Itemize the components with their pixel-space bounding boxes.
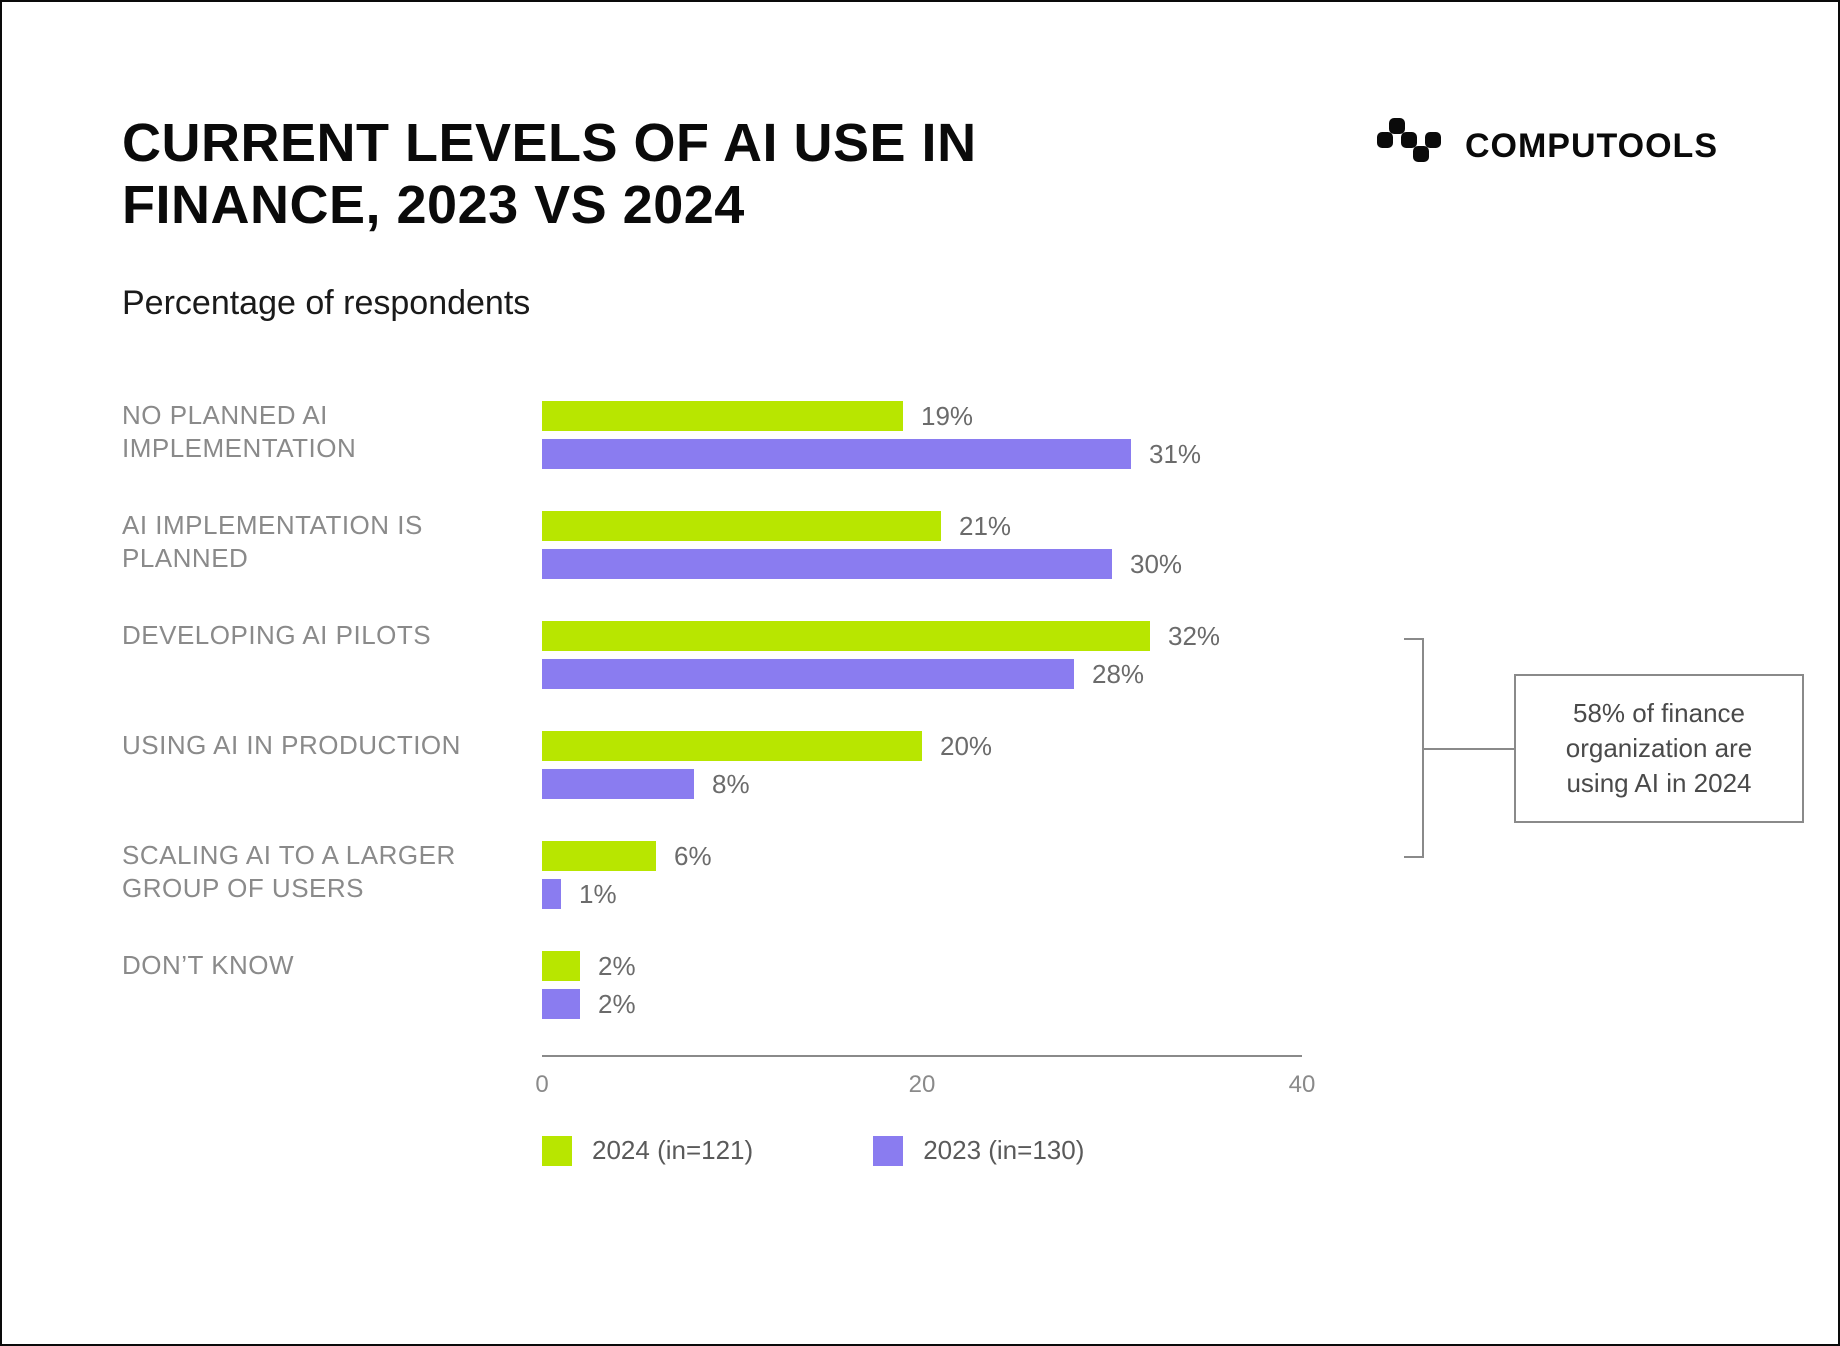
- bar-value: 8%: [712, 769, 750, 800]
- header: CURRENT LEVELS OF AI USE IN FINANCE, 202…: [122, 112, 1718, 236]
- bar-value: 19%: [921, 401, 973, 432]
- legend-swatch: [873, 1136, 903, 1166]
- bar: 19%: [542, 401, 1201, 431]
- bar-value: 30%: [1130, 549, 1182, 580]
- legend-swatch: [542, 1136, 572, 1166]
- callout-box: 58% of finance organization are using AI…: [1514, 674, 1804, 823]
- bar-rect: [542, 511, 941, 541]
- bar-rect: [542, 401, 903, 431]
- bar: 6%: [542, 841, 712, 871]
- category-label: DEVELOPING AI PILOTS: [122, 603, 542, 652]
- bar: 28%: [542, 659, 1220, 689]
- brand-logo: COMPUTOOLS: [1377, 118, 1718, 175]
- bar-value: 21%: [959, 511, 1011, 542]
- bar: 30%: [542, 549, 1182, 579]
- category-label: NO PLANNED AI IMPLEMENTATION: [122, 383, 542, 464]
- bar-rect: [542, 659, 1074, 689]
- bar-value: 2%: [598, 989, 636, 1020]
- chart-area: NO PLANNED AI IMPLEMENTATION AI IMPLEMENT…: [122, 383, 1718, 1166]
- bar-rect: [542, 769, 694, 799]
- brand-icon: [1377, 118, 1447, 175]
- brand-name: COMPUTOOLS: [1465, 127, 1718, 166]
- callout-connector: [1424, 748, 1514, 750]
- bar-rect: [542, 549, 1112, 579]
- bar-rect: [542, 841, 656, 871]
- legend-item: 2024 (in=121): [542, 1135, 753, 1166]
- bar: 2%: [542, 989, 636, 1019]
- x-tick: 20: [909, 1071, 936, 1099]
- legend: 2024 (in=121) 2023 (in=130): [542, 1135, 1302, 1166]
- legend-label: 2023 (in=130): [923, 1135, 1084, 1166]
- category-label: AI IMPLEMENTATION IS PLANNED: [122, 493, 542, 574]
- bar: 20%: [542, 731, 992, 761]
- bar: 8%: [542, 769, 992, 799]
- bar-group: 32% 28%: [542, 603, 1302, 713]
- bar: 32%: [542, 621, 1220, 651]
- category-label: USING AI IN PRODUCTION: [122, 713, 542, 762]
- bar-value: 1%: [579, 879, 617, 910]
- bar-value: 28%: [1092, 659, 1144, 690]
- bar-value: 2%: [598, 951, 636, 982]
- x-tick: 40: [1289, 1071, 1316, 1099]
- y-axis-labels: NO PLANNED AI IMPLEMENTATION AI IMPLEMENT…: [122, 383, 542, 1166]
- bar: 31%: [542, 439, 1201, 469]
- legend-label: 2024 (in=121): [592, 1135, 753, 1166]
- bar-rect: [542, 621, 1150, 651]
- bar-group: 2%2%: [542, 933, 1302, 1043]
- bar-group: 19% 31%: [542, 383, 1302, 493]
- chart-title: CURRENT LEVELS OF AI USE IN FINANCE, 202…: [122, 112, 1122, 236]
- bar: 2%: [542, 951, 636, 981]
- bar-group: 6% 1%: [542, 823, 1302, 933]
- chart-subtitle: Percentage of respondents: [122, 284, 1718, 323]
- bar-rect: [542, 439, 1131, 469]
- plot-area: 19%31%21%30%32%28%20%8%6%1%2%2%02040 202…: [542, 383, 1302, 1166]
- bar-rect: [542, 879, 561, 909]
- bar-group: 20% 8%: [542, 713, 1302, 823]
- bar-rect: [542, 951, 580, 981]
- bar-value: 31%: [1149, 439, 1201, 470]
- bar: 1%: [542, 879, 712, 909]
- bar: 21%: [542, 511, 1182, 541]
- bar-value: 20%: [940, 731, 992, 762]
- bar-rect: [542, 731, 922, 761]
- bar-group: 21% 30%: [542, 493, 1302, 603]
- callout-bracket: [1404, 638, 1424, 858]
- x-tick: 0: [535, 1071, 548, 1099]
- bar-value: 32%: [1168, 621, 1220, 652]
- category-label: DON’T KNOW: [122, 933, 542, 982]
- x-axis: 02040: [542, 1055, 1302, 1105]
- bar-rect: [542, 989, 580, 1019]
- category-label: SCALING AI TO A LARGER GROUP OF USERS: [122, 823, 542, 904]
- bar-value: 6%: [674, 841, 712, 872]
- legend-item: 2023 (in=130): [873, 1135, 1084, 1166]
- chart-frame: CURRENT LEVELS OF AI USE IN FINANCE, 202…: [0, 0, 1840, 1346]
